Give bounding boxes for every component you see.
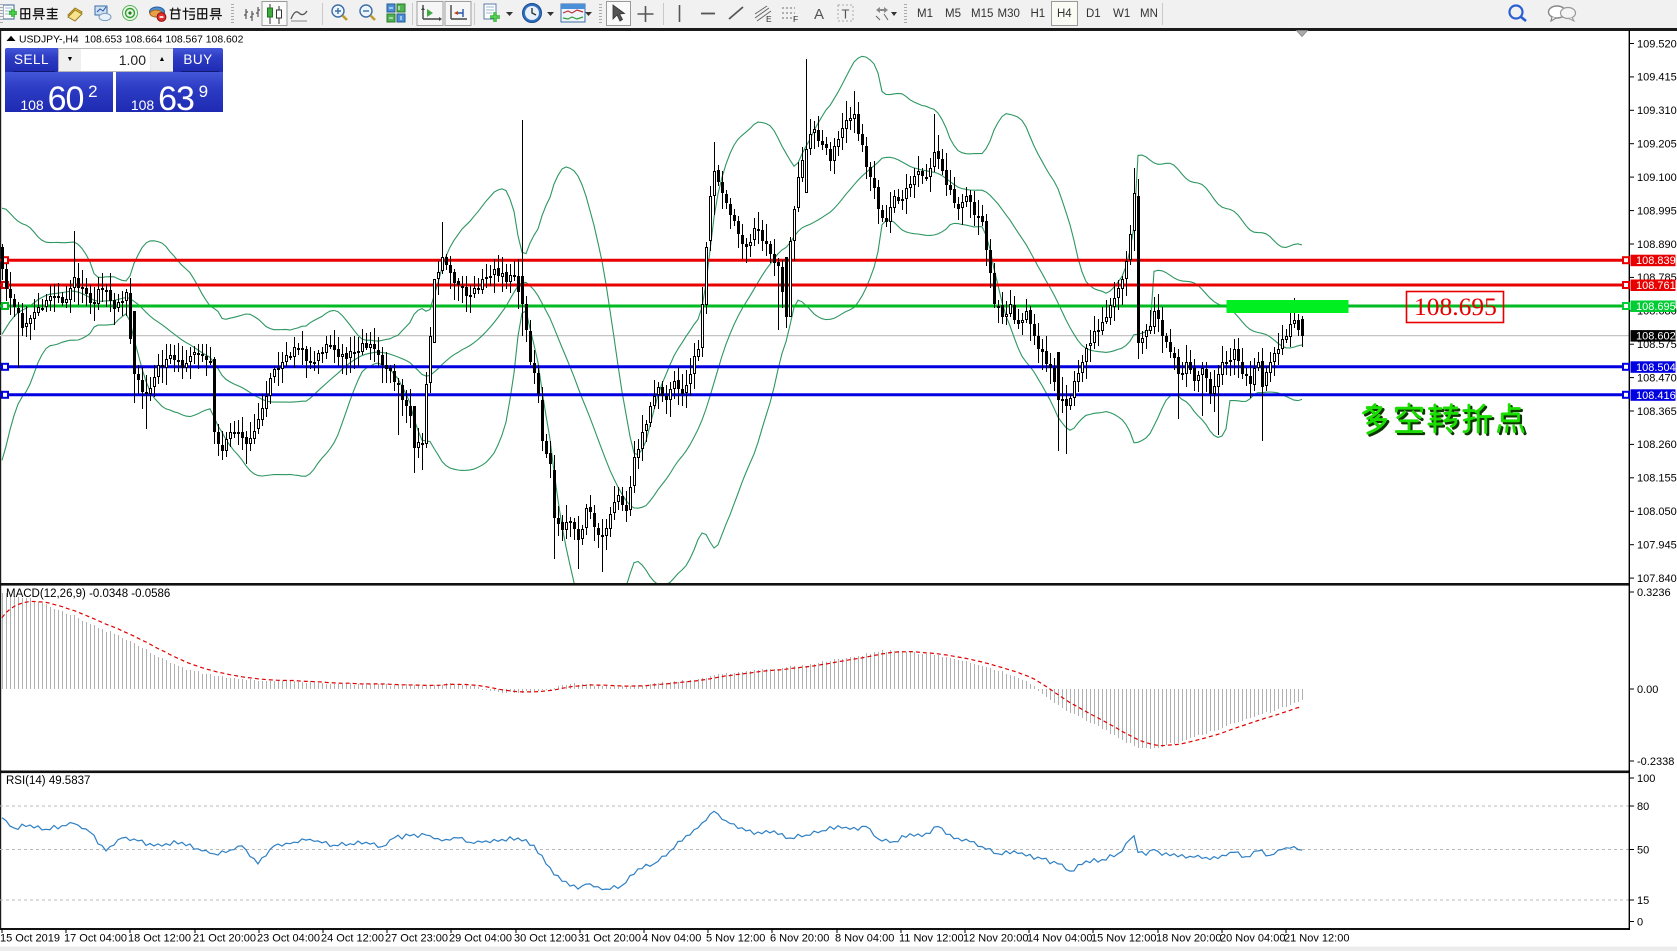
svg-text:107.945: 107.945 xyxy=(1637,540,1677,552)
svg-text:107.840: 107.840 xyxy=(1637,573,1677,585)
svg-text:12 Nov 20:00: 12 Nov 20:00 xyxy=(963,933,1028,945)
svg-text:108.260: 108.260 xyxy=(1637,439,1677,451)
svg-text:23 Oct 04:00: 23 Oct 04:00 xyxy=(257,933,320,945)
svg-text:5 Nov 12:00: 5 Nov 12:00 xyxy=(706,933,765,945)
svg-text:109.100: 109.100 xyxy=(1637,172,1677,184)
svg-text:-0.2338: -0.2338 xyxy=(1637,756,1674,768)
svg-text:108.416: 108.416 xyxy=(1636,390,1676,402)
svg-text:8 Nov 04:00: 8 Nov 04:00 xyxy=(835,933,894,945)
svg-text:T: T xyxy=(842,7,850,22)
svg-text:108.839: 108.839 xyxy=(1636,255,1676,267)
svg-text:50: 50 xyxy=(1637,845,1649,857)
svg-text:17 Oct 04:00: 17 Oct 04:00 xyxy=(64,933,127,945)
svg-text:21 Nov 12:00: 21 Nov 12:00 xyxy=(1284,933,1349,945)
svg-text:18 Nov 20:00: 18 Nov 20:00 xyxy=(1156,933,1221,945)
svg-text:29 Oct 04:00: 29 Oct 04:00 xyxy=(449,933,512,945)
svg-text:108.155: 108.155 xyxy=(1637,473,1677,485)
svg-text:109.310: 109.310 xyxy=(1637,105,1677,117)
svg-text:109.520: 109.520 xyxy=(1637,38,1677,50)
svg-text:USDJPY-,H4 108.653 108.664 10: USDJPY-,H4 108.653 108.664 108.567 108.6… xyxy=(19,35,244,46)
svg-text:108.695: 108.695 xyxy=(1414,292,1497,321)
svg-text:108.695: 108.695 xyxy=(1636,301,1676,313)
svg-text:80: 80 xyxy=(1637,801,1649,813)
svg-text:27 Oct 23:00: 27 Oct 23:00 xyxy=(385,933,448,945)
svg-text:108.504: 108.504 xyxy=(1636,362,1676,374)
svg-text:108.890: 108.890 xyxy=(1637,239,1677,251)
svg-text:30 Oct 12:00: 30 Oct 12:00 xyxy=(514,933,577,945)
svg-text:108.365: 108.365 xyxy=(1637,406,1677,418)
svg-text:E: E xyxy=(766,14,772,24)
svg-text:24 Oct 12:00: 24 Oct 12:00 xyxy=(321,933,384,945)
svg-text:109.205: 109.205 xyxy=(1637,139,1677,151)
svg-text:0.00: 0.00 xyxy=(1637,684,1658,696)
svg-text:0: 0 xyxy=(1637,917,1643,929)
svg-text:11 Nov 12:00: 11 Nov 12:00 xyxy=(899,933,964,945)
svg-text:108.761: 108.761 xyxy=(1636,280,1676,292)
svg-text:A: A xyxy=(814,6,824,23)
svg-text:108.050: 108.050 xyxy=(1637,506,1677,518)
svg-text:108.575: 108.575 xyxy=(1637,339,1677,351)
svg-text:31 Oct 20:00: 31 Oct 20:00 xyxy=(578,933,641,945)
svg-text:109.415: 109.415 xyxy=(1637,72,1677,84)
svg-text:4 Nov 04:00: 4 Nov 04:00 xyxy=(642,933,701,945)
svg-text:20 Nov 04:00: 20 Nov 04:00 xyxy=(1220,933,1285,945)
svg-text:108.602: 108.602 xyxy=(1636,331,1676,343)
svg-text:15: 15 xyxy=(1637,895,1649,907)
svg-text:18 Oct 12:00: 18 Oct 12:00 xyxy=(128,933,191,945)
svg-text:F: F xyxy=(793,14,798,24)
svg-text:108.470: 108.470 xyxy=(1637,372,1677,384)
svg-text:RSI(14) 49.5837: RSI(14) 49.5837 xyxy=(6,775,90,787)
svg-text:15 Oct 2019: 15 Oct 2019 xyxy=(0,933,60,945)
svg-text:14 Nov 04:00: 14 Nov 04:00 xyxy=(1027,933,1092,945)
svg-text:100: 100 xyxy=(1637,773,1655,785)
svg-text:21 Oct 20:00: 21 Oct 20:00 xyxy=(193,933,256,945)
svg-text:6 Nov 20:00: 6 Nov 20:00 xyxy=(770,933,829,945)
svg-text:MACD(12,26,9) -0.0348 -0.0586: MACD(12,26,9) -0.0348 -0.0586 xyxy=(6,588,170,600)
svg-text:15 Nov 12:00: 15 Nov 12:00 xyxy=(1091,933,1156,945)
svg-text:108.995: 108.995 xyxy=(1637,205,1677,217)
svg-text:0.3236: 0.3236 xyxy=(1637,587,1671,599)
